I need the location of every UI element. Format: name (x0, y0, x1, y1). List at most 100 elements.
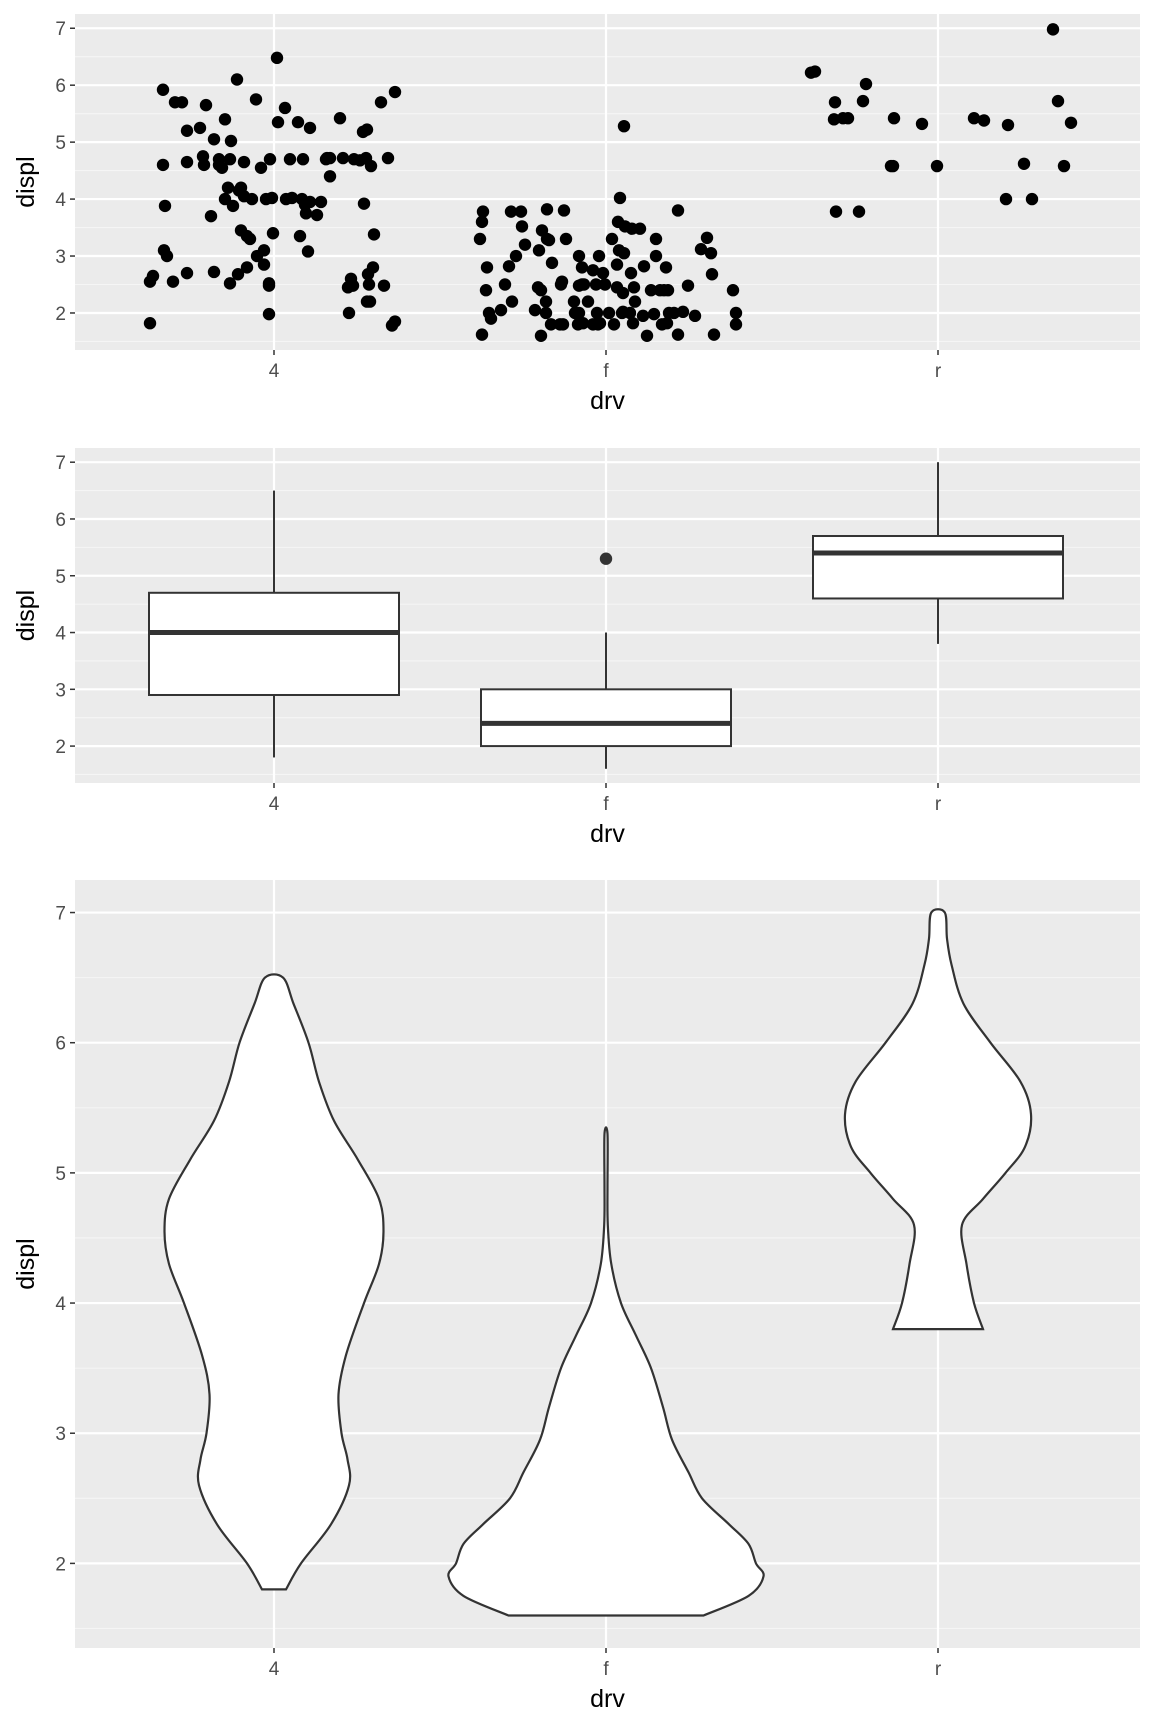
x-tick-label: f (603, 361, 609, 382)
data-point (808, 65, 822, 78)
data-point (628, 295, 642, 308)
data-point (291, 116, 305, 129)
data-point (576, 317, 590, 330)
y-tick-label: 5 (55, 133, 66, 154)
data-point (581, 295, 595, 308)
data-point (705, 268, 719, 281)
data-point (320, 151, 334, 165)
x-tick-label: r (935, 361, 942, 382)
data-point (156, 158, 170, 172)
y-tick-label: 4 (55, 624, 66, 645)
data-point (143, 317, 157, 330)
data-point (540, 203, 554, 216)
y-tick-label: 6 (55, 1034, 66, 1055)
data-point (572, 279, 586, 292)
data-point (263, 153, 277, 166)
data-point (388, 85, 402, 99)
data-point (535, 224, 549, 237)
data-point (283, 153, 297, 166)
data-point (509, 249, 523, 263)
data-point (270, 51, 284, 65)
data-point (586, 264, 600, 277)
data-point (681, 279, 695, 292)
data-point (230, 73, 244, 86)
data-point (364, 159, 378, 173)
data-point (180, 266, 194, 280)
data-point (828, 96, 842, 109)
data-point (249, 93, 263, 106)
boxplot-4 (148, 490, 400, 758)
data-point (567, 295, 581, 308)
x-tick-label: f (603, 794, 609, 815)
violin-r (843, 908, 1033, 1331)
data-point (886, 159, 900, 173)
data-point (197, 158, 211, 172)
data-point (480, 261, 494, 274)
data-point (704, 246, 718, 260)
data-point (1025, 192, 1039, 206)
data-point (532, 244, 546, 257)
y-tick-label: 3 (55, 680, 66, 701)
data-point (542, 233, 556, 247)
y-tick-label: 6 (55, 510, 66, 531)
data-point (494, 303, 508, 317)
data-point (199, 98, 213, 112)
y-tick-label: 4 (55, 190, 66, 211)
data-point (859, 77, 873, 91)
data-point (362, 278, 376, 291)
data-point (999, 192, 1013, 206)
box-body (148, 591, 400, 696)
data-point (660, 317, 674, 330)
data-point (694, 243, 708, 256)
panel-3: 2 3 4 5 6 7 4 f r drv displ (12, 880, 1140, 1713)
data-point (930, 159, 944, 173)
data-point (265, 191, 279, 205)
data-point (215, 161, 229, 174)
data-point (528, 303, 542, 317)
data-point (262, 279, 276, 292)
data-point (1057, 159, 1071, 173)
data-point (887, 112, 901, 125)
data-point (278, 101, 292, 115)
data-point (218, 113, 232, 126)
data-point (223, 277, 237, 290)
data-point (616, 286, 630, 300)
y-axis-title: displ (12, 156, 40, 207)
data-point (649, 249, 663, 263)
data-point (613, 191, 627, 205)
data-point (341, 281, 355, 294)
data-point (296, 153, 310, 166)
data-point (841, 112, 855, 125)
data-point (204, 209, 218, 223)
y-tick-label: 7 (55, 904, 66, 925)
data-point (852, 205, 866, 218)
data-point (363, 295, 377, 308)
data-point (156, 83, 170, 96)
data-point (688, 309, 702, 323)
data-point (504, 205, 518, 218)
data-point (539, 306, 553, 320)
data-point (624, 266, 638, 280)
data-point (243, 232, 257, 246)
data-point (534, 284, 548, 297)
y-tick-label: 3 (55, 247, 66, 268)
data-point (484, 312, 498, 325)
data-point (534, 329, 548, 342)
panel-background (75, 14, 1140, 350)
data-point (262, 307, 276, 321)
y-tick-label: 2 (55, 304, 66, 325)
data-point (323, 170, 337, 183)
y-tick-label: 6 (55, 76, 66, 97)
data-point (301, 245, 315, 258)
x-tick-label: 4 (269, 361, 280, 382)
data-point (166, 275, 180, 288)
data-point (285, 191, 299, 205)
data-point (827, 113, 841, 126)
y-tick-label: 4 (55, 1294, 66, 1315)
y-tick-label: 5 (55, 1164, 66, 1185)
data-point (158, 199, 172, 213)
data-point (143, 275, 157, 288)
y-tick-label: 7 (55, 19, 66, 40)
data-point (250, 249, 264, 263)
